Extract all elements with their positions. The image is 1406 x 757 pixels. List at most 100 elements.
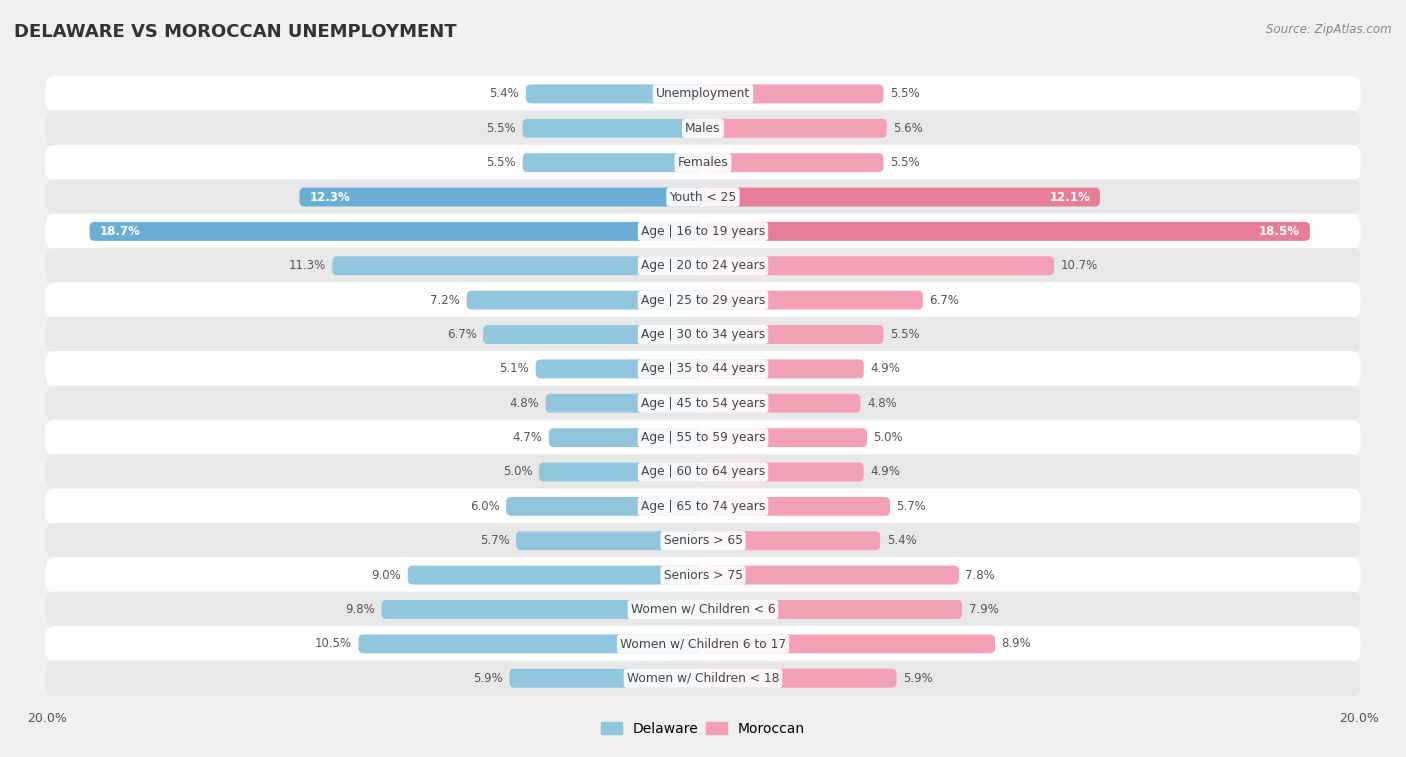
FancyBboxPatch shape xyxy=(703,325,883,344)
Text: Age | 60 to 64 years: Age | 60 to 64 years xyxy=(641,466,765,478)
Text: Age | 20 to 24 years: Age | 20 to 24 years xyxy=(641,259,765,273)
FancyBboxPatch shape xyxy=(45,557,1361,593)
Text: 5.7%: 5.7% xyxy=(479,534,509,547)
Text: 12.3%: 12.3% xyxy=(309,191,350,204)
FancyBboxPatch shape xyxy=(45,111,1361,146)
Text: 9.8%: 9.8% xyxy=(346,603,375,616)
Text: Women w/ Children < 18: Women w/ Children < 18 xyxy=(627,671,779,685)
Text: 9.0%: 9.0% xyxy=(371,569,401,581)
Text: 5.0%: 5.0% xyxy=(503,466,533,478)
Text: 12.1%: 12.1% xyxy=(1049,191,1090,204)
FancyBboxPatch shape xyxy=(299,188,703,207)
Legend: Delaware, Moroccan: Delaware, Moroccan xyxy=(596,716,810,742)
FancyBboxPatch shape xyxy=(408,565,703,584)
FancyBboxPatch shape xyxy=(523,153,703,172)
Text: Unemployment: Unemployment xyxy=(655,87,751,101)
FancyBboxPatch shape xyxy=(381,600,703,619)
Text: 10.7%: 10.7% xyxy=(1060,259,1098,273)
FancyBboxPatch shape xyxy=(332,257,703,276)
FancyBboxPatch shape xyxy=(90,222,703,241)
FancyBboxPatch shape xyxy=(45,213,1361,249)
FancyBboxPatch shape xyxy=(703,600,962,619)
Text: Seniors > 65: Seniors > 65 xyxy=(664,534,742,547)
Text: 7.9%: 7.9% xyxy=(969,603,998,616)
Text: 6.0%: 6.0% xyxy=(470,500,499,513)
FancyBboxPatch shape xyxy=(45,660,1361,696)
Text: 7.8%: 7.8% xyxy=(966,569,995,581)
FancyBboxPatch shape xyxy=(703,497,890,516)
Text: 4.8%: 4.8% xyxy=(509,397,538,410)
FancyBboxPatch shape xyxy=(45,351,1361,387)
Text: Youth < 25: Youth < 25 xyxy=(669,191,737,204)
FancyBboxPatch shape xyxy=(703,428,868,447)
FancyBboxPatch shape xyxy=(703,531,880,550)
Text: 5.5%: 5.5% xyxy=(890,328,920,341)
Text: Age | 45 to 54 years: Age | 45 to 54 years xyxy=(641,397,765,410)
FancyBboxPatch shape xyxy=(703,565,959,584)
FancyBboxPatch shape xyxy=(548,428,703,447)
Text: 5.5%: 5.5% xyxy=(486,122,516,135)
Text: DELAWARE VS MOROCCAN UNEMPLOYMENT: DELAWARE VS MOROCCAN UNEMPLOYMENT xyxy=(14,23,457,41)
Text: 4.7%: 4.7% xyxy=(512,431,543,444)
FancyBboxPatch shape xyxy=(359,634,703,653)
FancyBboxPatch shape xyxy=(484,325,703,344)
FancyBboxPatch shape xyxy=(45,626,1361,662)
Text: Age | 30 to 34 years: Age | 30 to 34 years xyxy=(641,328,765,341)
Text: Women w/ Children 6 to 17: Women w/ Children 6 to 17 xyxy=(620,637,786,650)
FancyBboxPatch shape xyxy=(703,668,897,687)
Text: 5.6%: 5.6% xyxy=(893,122,922,135)
FancyBboxPatch shape xyxy=(703,291,922,310)
FancyBboxPatch shape xyxy=(703,188,1099,207)
FancyBboxPatch shape xyxy=(506,497,703,516)
FancyBboxPatch shape xyxy=(538,463,703,481)
Text: 4.9%: 4.9% xyxy=(870,466,900,478)
FancyBboxPatch shape xyxy=(45,282,1361,318)
FancyBboxPatch shape xyxy=(45,316,1361,353)
FancyBboxPatch shape xyxy=(703,394,860,413)
Text: 5.5%: 5.5% xyxy=(486,156,516,169)
Text: Source: ZipAtlas.com: Source: ZipAtlas.com xyxy=(1267,23,1392,36)
Text: 5.9%: 5.9% xyxy=(903,671,932,685)
Text: Age | 16 to 19 years: Age | 16 to 19 years xyxy=(641,225,765,238)
Text: 5.4%: 5.4% xyxy=(887,534,917,547)
Text: 5.7%: 5.7% xyxy=(897,500,927,513)
FancyBboxPatch shape xyxy=(523,119,703,138)
Text: 10.5%: 10.5% xyxy=(315,637,352,650)
FancyBboxPatch shape xyxy=(509,668,703,687)
Text: 6.7%: 6.7% xyxy=(447,328,477,341)
Text: 4.9%: 4.9% xyxy=(870,363,900,375)
FancyBboxPatch shape xyxy=(703,119,887,138)
Text: 5.4%: 5.4% xyxy=(489,87,519,101)
Text: 5.5%: 5.5% xyxy=(890,87,920,101)
Text: Age | 65 to 74 years: Age | 65 to 74 years xyxy=(641,500,765,513)
FancyBboxPatch shape xyxy=(703,85,883,104)
Text: 5.9%: 5.9% xyxy=(474,671,503,685)
FancyBboxPatch shape xyxy=(45,248,1361,284)
Text: 11.3%: 11.3% xyxy=(288,259,326,273)
FancyBboxPatch shape xyxy=(546,394,703,413)
Text: 5.1%: 5.1% xyxy=(499,363,529,375)
FancyBboxPatch shape xyxy=(526,85,703,104)
FancyBboxPatch shape xyxy=(45,523,1361,559)
FancyBboxPatch shape xyxy=(45,488,1361,525)
Text: Females: Females xyxy=(678,156,728,169)
FancyBboxPatch shape xyxy=(467,291,703,310)
FancyBboxPatch shape xyxy=(536,360,703,378)
FancyBboxPatch shape xyxy=(45,419,1361,456)
FancyBboxPatch shape xyxy=(45,179,1361,215)
FancyBboxPatch shape xyxy=(703,257,1054,276)
FancyBboxPatch shape xyxy=(703,463,863,481)
FancyBboxPatch shape xyxy=(703,634,995,653)
Text: Women w/ Children < 6: Women w/ Children < 6 xyxy=(631,603,775,616)
FancyBboxPatch shape xyxy=(45,385,1361,421)
Text: Age | 35 to 44 years: Age | 35 to 44 years xyxy=(641,363,765,375)
Text: 8.9%: 8.9% xyxy=(1001,637,1031,650)
FancyBboxPatch shape xyxy=(45,76,1361,112)
FancyBboxPatch shape xyxy=(703,360,863,378)
FancyBboxPatch shape xyxy=(703,222,1310,241)
Text: 5.5%: 5.5% xyxy=(890,156,920,169)
FancyBboxPatch shape xyxy=(45,145,1361,180)
Text: 5.0%: 5.0% xyxy=(873,431,903,444)
FancyBboxPatch shape xyxy=(45,454,1361,490)
Text: Age | 55 to 59 years: Age | 55 to 59 years xyxy=(641,431,765,444)
